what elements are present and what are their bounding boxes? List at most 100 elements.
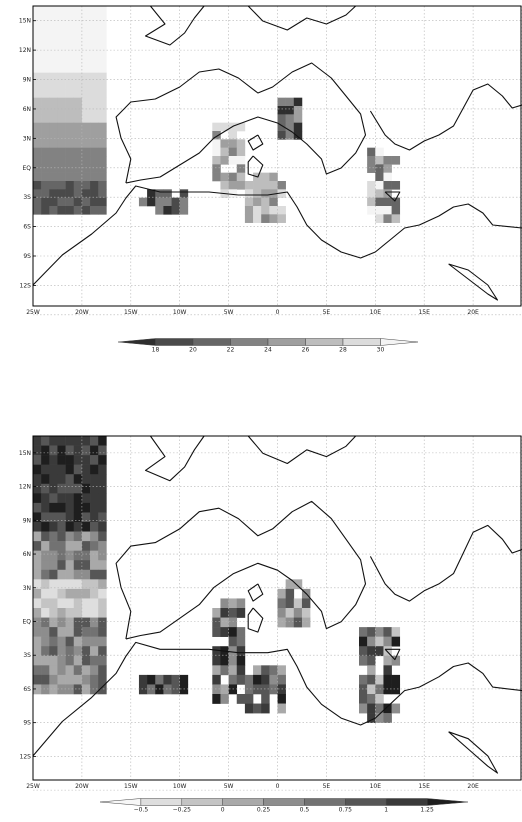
grid-cell (49, 97, 58, 107)
grid-cell (41, 64, 50, 73)
grid-cell (41, 156, 50, 165)
grid-cell (367, 694, 376, 704)
grid-cell (367, 713, 376, 723)
grid-cell (81, 22, 91, 32)
grid-cell (49, 588, 58, 599)
grid-cell (73, 483, 83, 494)
grid-cell (49, 164, 58, 173)
grid-cell (41, 22, 50, 32)
grid-cell (73, 608, 83, 618)
grid-cell (236, 139, 246, 148)
grid-cell (383, 713, 392, 723)
grid-cell (65, 608, 75, 618)
grid-cell (65, 97, 75, 107)
grid-cell (73, 684, 83, 695)
grid-cell (98, 522, 107, 532)
grid-cell (98, 636, 107, 647)
grid-cell (277, 214, 286, 223)
grid-cell (277, 598, 286, 609)
grid-cell (293, 608, 303, 618)
grid-cell (375, 147, 384, 157)
grid-cell (147, 674, 156, 685)
grid-cell (81, 156, 91, 165)
grid-cell (138, 197, 148, 207)
grid-cell (98, 598, 107, 609)
grid-cell (228, 684, 238, 695)
grid-cell (81, 147, 91, 157)
lat-label: 12N (19, 484, 31, 491)
grid-cell (81, 502, 91, 513)
grid-cell (65, 436, 75, 446)
colorbar-tick-label: 18 (152, 347, 160, 354)
grid-cell (65, 139, 75, 148)
grid-cell (163, 189, 172, 198)
grid-cell (57, 674, 66, 685)
grid-cell (65, 464, 75, 475)
grid-cell (41, 114, 50, 123)
grid-cell (73, 164, 83, 173)
grid-cell (41, 665, 50, 676)
lon-label: 0 (276, 309, 280, 316)
colorbar-segment (140, 798, 183, 806)
lon-label: 20E (467, 309, 479, 316)
grid-cell (41, 617, 50, 628)
grid-cell (49, 6, 58, 15)
grid-cell (220, 655, 229, 666)
grid-cell (49, 636, 58, 647)
grid-cell (285, 588, 295, 599)
grid-cell (220, 694, 229, 704)
grid-cell (73, 22, 83, 32)
grid-cell (33, 147, 42, 157)
grid-cell (277, 617, 286, 628)
grid-cell (244, 703, 254, 714)
grid-cell (236, 608, 246, 618)
grid-cell (73, 31, 83, 40)
grid-cell (98, 197, 107, 207)
grid-cell (41, 14, 50, 23)
grid-cell (49, 455, 58, 465)
grid-cell (375, 674, 384, 685)
grid-cell (33, 72, 42, 82)
grid-cell (236, 694, 246, 704)
grid-cell (33, 502, 42, 513)
lat-label: 12S (20, 753, 32, 760)
grid-cell (81, 445, 91, 456)
grid-cell (81, 455, 91, 465)
grid-cell (367, 665, 376, 676)
lon-label: 20E (467, 783, 479, 790)
grid-cell (65, 684, 75, 695)
grid-cell (375, 703, 384, 714)
grid-cell (293, 106, 303, 115)
grid-cell (244, 189, 254, 198)
grid-cell (57, 531, 66, 542)
grid-cell (33, 483, 42, 494)
grid-cell (212, 627, 221, 637)
grid-cell (277, 674, 286, 685)
grid-cell (98, 189, 107, 198)
grid-cell (90, 72, 99, 82)
colorbar: −0.5 −0.25 0 0.25 0.5 0.75 1 1.25 (99, 798, 469, 814)
grid-cell (73, 122, 83, 132)
colorbar-tick-label: 24 (264, 347, 272, 354)
lat-label: 6N (23, 106, 31, 113)
colorbar-segment (99, 798, 142, 806)
grid-cell (293, 122, 303, 132)
grid-cell (98, 156, 107, 165)
grid-cell (33, 512, 42, 523)
grid-cell (41, 674, 50, 685)
grid-cell (57, 89, 66, 98)
grid-cell (228, 608, 238, 618)
grid-cell (49, 22, 58, 32)
grid-cell (65, 588, 75, 599)
grid-cell (81, 31, 91, 40)
grid-cell (244, 214, 254, 223)
grid-cell (98, 147, 107, 157)
grid-cell (65, 39, 75, 48)
grid-cell (73, 147, 83, 157)
grid-cell (269, 665, 278, 676)
grid-cell (81, 512, 91, 523)
grid-cell (90, 455, 99, 465)
grid-cell (73, 502, 83, 513)
grid-cell (81, 172, 91, 182)
grid-cell (33, 665, 42, 676)
